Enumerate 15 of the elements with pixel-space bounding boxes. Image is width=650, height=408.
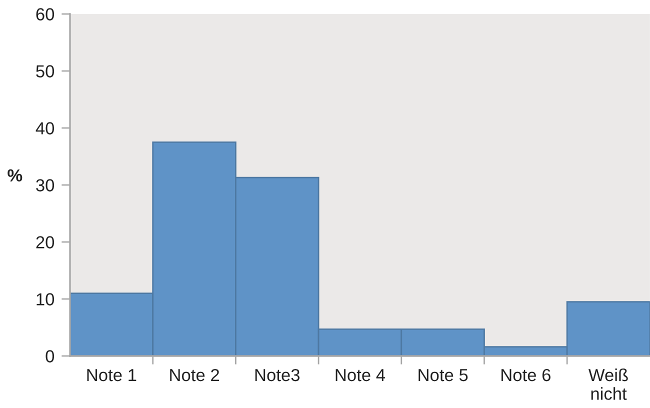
x-tick-label: Note 2 <box>170 368 219 382</box>
y-tick-label: 0 <box>46 350 54 362</box>
y-tick-label: 10 <box>36 293 54 306</box>
x-tick-label: Note 4 <box>336 369 386 382</box>
x-tick-label: Note 1 <box>87 369 136 382</box>
y-tick-label: 30 <box>36 179 54 192</box>
y-axis-title: % <box>8 169 22 182</box>
x-tick-label: Note 5 <box>418 369 468 382</box>
x-tick-label: Note3 <box>255 368 300 382</box>
y-tick-label: 50 <box>36 65 54 78</box>
y-tick-label: 40 <box>36 122 54 134</box>
x-tick-label: Weiß nicht <box>588 368 628 400</box>
y-tick-label: 60 <box>36 8 54 20</box>
x-tick-label: Note 6 <box>502 368 550 382</box>
y-tick-label: 20 <box>36 236 54 248</box>
